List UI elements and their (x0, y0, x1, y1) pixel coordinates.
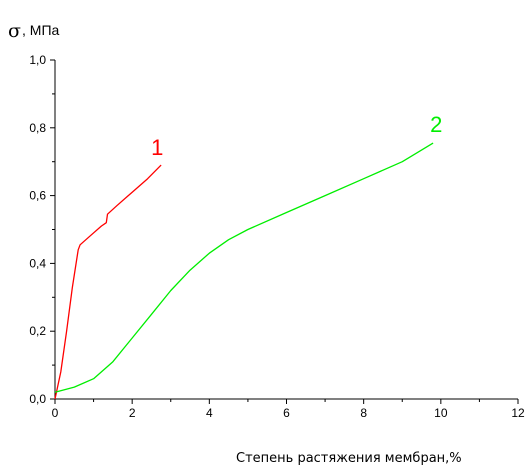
y-tick-label: 0,6 (29, 189, 46, 203)
y-tick-label: 0,4 (29, 256, 46, 270)
x-tick-label: 2 (129, 406, 136, 420)
y-tick-label: 0,8 (29, 121, 46, 135)
y-tick-label: 0,2 (29, 324, 46, 338)
y-tick-label: 0,0 (29, 392, 46, 406)
x-tick-label: 4 (206, 406, 213, 420)
x-tick-label: 12 (511, 406, 525, 420)
x-axis-title: Степень растяжения мембран,% (236, 451, 462, 466)
series-line-1 (54, 164, 162, 400)
x-tick-label: 6 (283, 406, 290, 420)
series-label-1: 1 (151, 135, 163, 160)
x-tick-label: 10 (434, 406, 448, 420)
y-axis-symbol: σ (8, 20, 21, 42)
y-axis-unit: , МПа (22, 22, 60, 38)
y-tick-label: 1,0 (29, 53, 46, 67)
series-lines: 12 (54, 112, 442, 400)
series-line-2 (54, 142, 434, 393)
ticks: 0 2 4 6 8 10 120,00,20,40,60,81,0 (29, 53, 525, 420)
x-tick-label: 8 (360, 406, 367, 420)
x-tick-label: 0 (52, 406, 59, 420)
series-label-2: 2 (430, 112, 442, 137)
axis-labels: σ , МПа Степень растяжения мембран,% (8, 20, 462, 466)
